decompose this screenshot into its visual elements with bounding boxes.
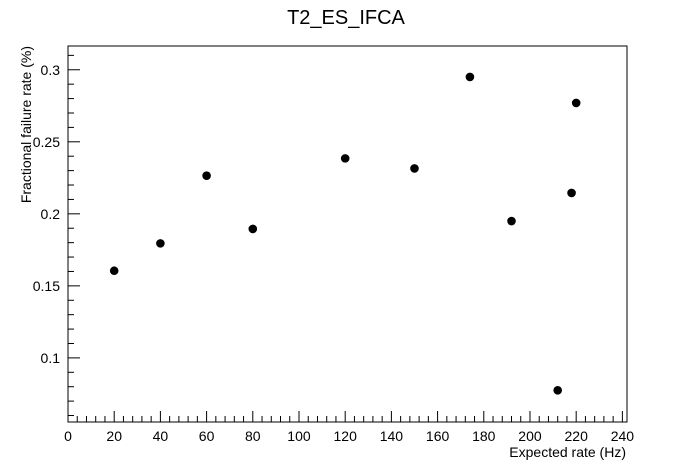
data-point: [465, 72, 475, 82]
x-tick-label: 220: [565, 428, 589, 444]
y-tick-label: 0.25: [33, 134, 60, 150]
x-axis-label: Expected rate (Hz): [509, 444, 626, 460]
x-tick-label: 180: [472, 428, 496, 444]
x-tick-label: 140: [380, 428, 404, 444]
y-tick-label: 0.2: [41, 206, 61, 222]
x-tick-label: 160: [426, 428, 450, 444]
x-tick-label: 60: [199, 428, 215, 444]
x-tick-label: 120: [334, 428, 358, 444]
y-tick-label: 0.1: [41, 350, 61, 366]
x-tick-label: 240: [611, 428, 635, 444]
data-point: [507, 216, 516, 226]
x-axis-ticks: 0 20 40 60 80 100 120 140 160 180 200 220 240: [64, 411, 634, 444]
data-point: [571, 98, 581, 108]
chart-title: T2_ES_IFCA: [287, 7, 405, 29]
y-axis-ticks: 0.1 0.15 0.2 0.25 0.3: [33, 54, 80, 417]
x-tick-label: 80: [245, 428, 261, 444]
y-axis-label: Fractional failure rate (%): [18, 46, 34, 203]
plot-frame: [67, 45, 628, 423]
data-point: [553, 386, 563, 395]
data-point: [156, 239, 165, 248]
y-tick-label: 0.3: [41, 62, 61, 78]
x-tick-label: 20: [106, 428, 122, 444]
data-point: [340, 154, 350, 163]
x-tick-label: 40: [153, 428, 169, 444]
data-point: [410, 164, 419, 173]
y-tick-label: 0.15: [33, 278, 60, 294]
x-tick-label: 100: [287, 428, 311, 444]
x-tick-label: 0: [64, 428, 72, 444]
data-points: [109, 72, 581, 395]
data-point: [109, 266, 119, 276]
data-point: [567, 188, 576, 198]
data-point: [248, 224, 258, 234]
x-tick-label: 200: [518, 428, 542, 444]
data-point: [202, 171, 211, 180]
